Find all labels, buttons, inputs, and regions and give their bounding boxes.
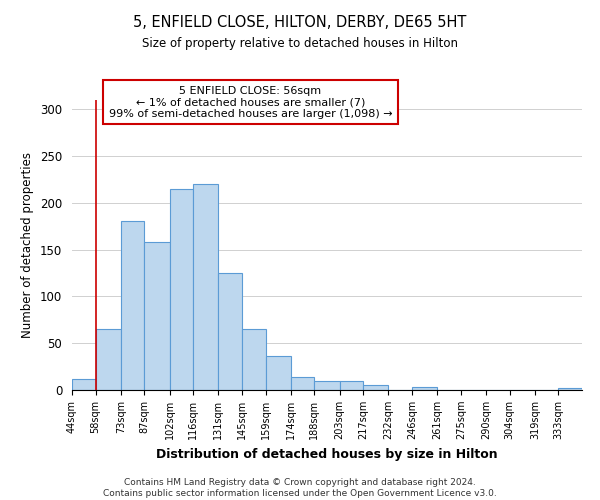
Bar	[193, 184, 218, 390]
Text: Size of property relative to detached houses in Hilton: Size of property relative to detached ho…	[142, 38, 458, 51]
Bar	[95, 329, 121, 390]
Bar	[559, 388, 582, 390]
Bar	[291, 377, 314, 390]
Bar	[340, 380, 363, 390]
Y-axis label: Number of detached properties: Number of detached properties	[22, 152, 34, 338]
X-axis label: Distribution of detached houses by size in Hilton: Distribution of detached houses by size …	[156, 448, 498, 460]
Text: Contains HM Land Registry data © Crown copyright and database right 2024.
Contai: Contains HM Land Registry data © Crown c…	[103, 478, 497, 498]
Bar	[121, 220, 145, 390]
Bar	[242, 329, 266, 390]
Text: 5, ENFIELD CLOSE, HILTON, DERBY, DE65 5HT: 5, ENFIELD CLOSE, HILTON, DERBY, DE65 5H…	[133, 15, 467, 30]
Bar	[170, 189, 193, 390]
Bar	[266, 356, 291, 390]
Bar	[218, 273, 242, 390]
Bar	[363, 386, 388, 390]
Bar	[412, 387, 437, 390]
Text: 5 ENFIELD CLOSE: 56sqm
← 1% of detached houses are smaller (7)
99% of semi-detac: 5 ENFIELD CLOSE: 56sqm ← 1% of detached …	[109, 86, 392, 118]
Bar	[72, 379, 95, 390]
Bar	[314, 380, 340, 390]
Bar	[145, 242, 170, 390]
